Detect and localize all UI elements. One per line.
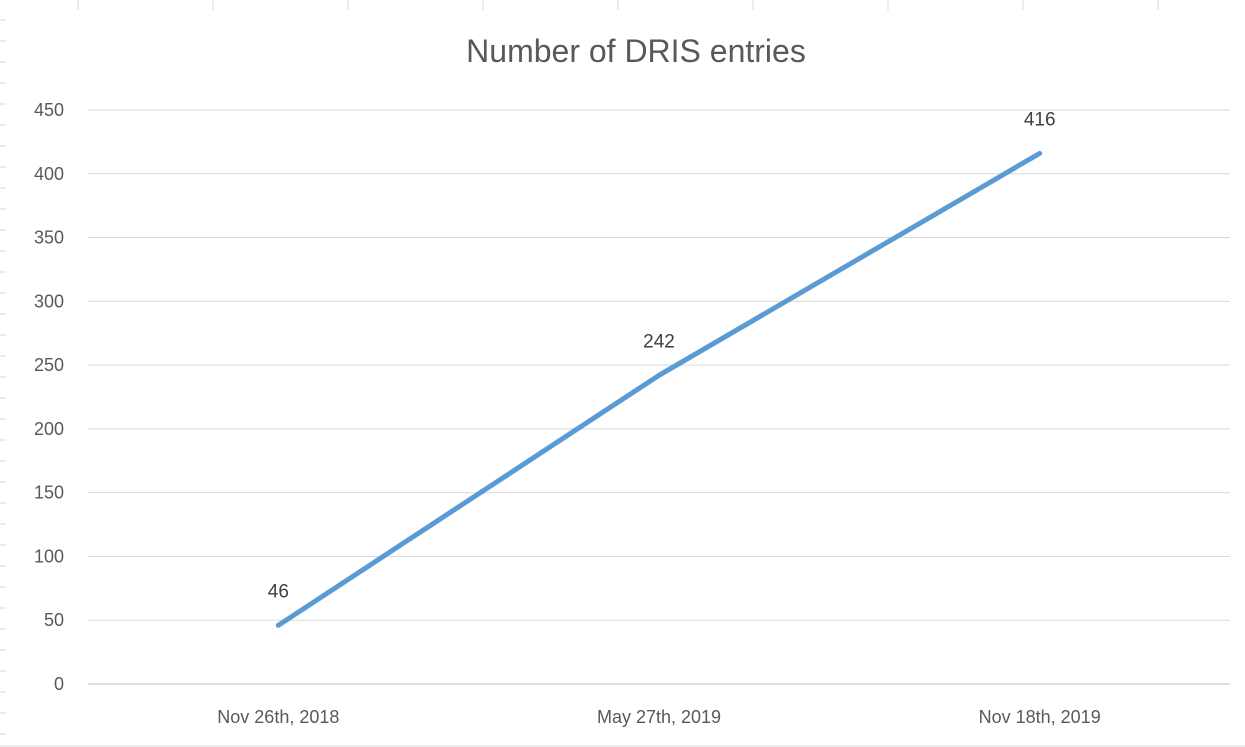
y-tick-label: 350 bbox=[34, 228, 64, 248]
data-label: 46 bbox=[268, 581, 289, 602]
data-label: 242 bbox=[643, 331, 675, 352]
x-tick-label: Nov 26th, 2018 bbox=[217, 707, 339, 727]
data-labels: 46 242 416 bbox=[268, 109, 1056, 602]
y-tick-label: 100 bbox=[34, 546, 64, 566]
chart-title: Number of DRIS entries bbox=[466, 33, 806, 69]
y-tick-label: 450 bbox=[34, 100, 64, 120]
gridlines bbox=[88, 109, 1230, 685]
y-tick-label: 0 bbox=[54, 674, 64, 694]
y-tick-label: 200 bbox=[34, 419, 64, 439]
series-layer bbox=[275, 150, 1043, 628]
y-tick-label: 300 bbox=[34, 291, 64, 311]
series-line bbox=[275, 150, 1043, 628]
y-tick-label: 250 bbox=[34, 355, 64, 375]
y-tick-label: 150 bbox=[34, 483, 64, 503]
x-tick-label: Nov 18th, 2019 bbox=[979, 707, 1101, 727]
x-axis-tick-labels: Nov 26th, 2018 May 27th, 2019 Nov 18th, 20… bbox=[217, 707, 1100, 727]
y-axis-tick-labels: 0 50 100 150 200 250 300 350 400 450 bbox=[34, 100, 64, 694]
y-tick-label: 50 bbox=[44, 610, 64, 630]
data-label: 416 bbox=[1024, 109, 1056, 130]
y-tick-label: 400 bbox=[34, 164, 64, 184]
x-tick-label: May 27th, 2019 bbox=[597, 707, 721, 727]
